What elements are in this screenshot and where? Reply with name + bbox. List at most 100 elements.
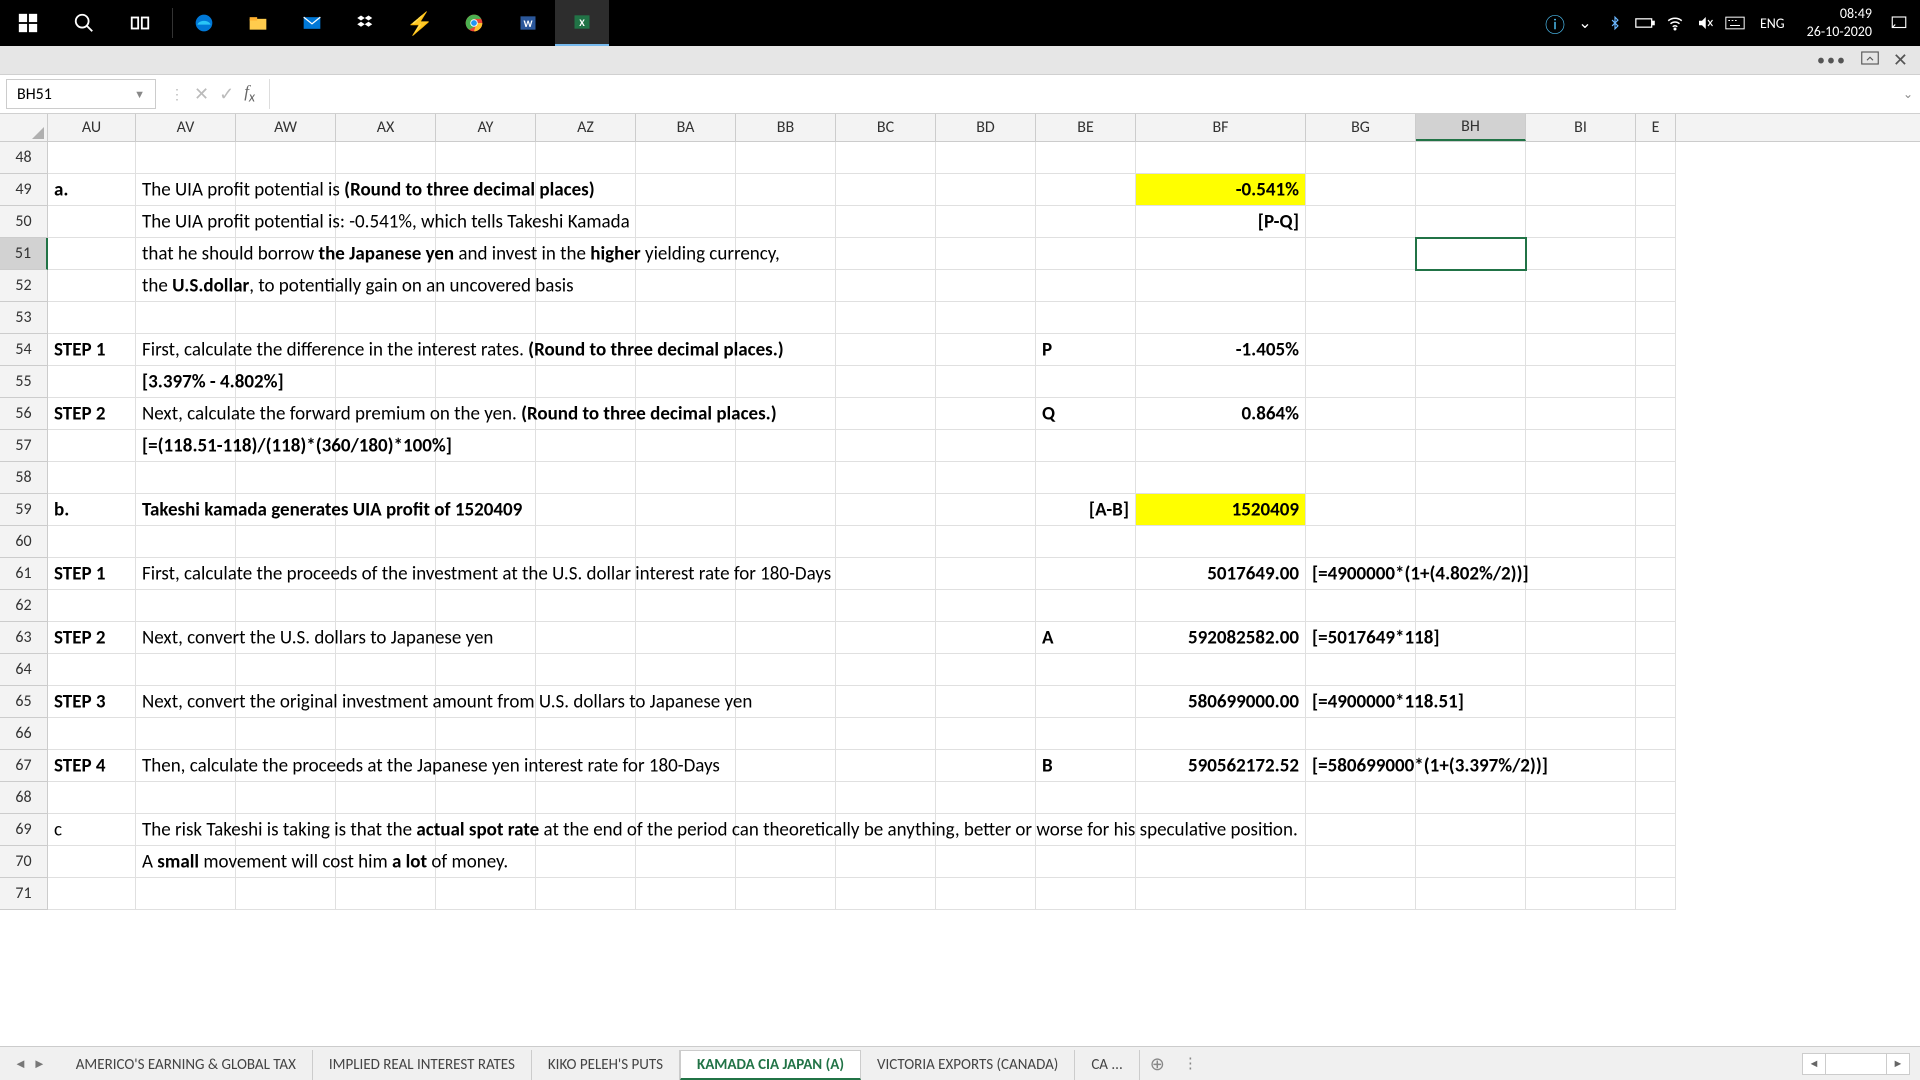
cell[interactable] [736,366,836,398]
cell[interactable] [48,878,136,910]
cell[interactable] [936,782,1036,814]
cell[interactable] [736,142,836,174]
cell[interactable] [1306,846,1416,878]
cell[interactable] [1036,782,1136,814]
cell[interactable] [536,622,636,654]
cell[interactable] [48,142,136,174]
chevron-down-icon[interactable]: ⌄ [1572,0,1598,46]
sheet-next-icon[interactable]: ► [33,1056,46,1072]
cell[interactable] [1526,270,1636,302]
cell[interactable]: Q [1036,398,1136,430]
cell[interactable] [1636,622,1676,654]
cell[interactable]: [=4900000*(1+(4.802%/2))] [1306,558,1416,590]
cell[interactable] [736,718,836,750]
cell[interactable] [1306,718,1416,750]
cell[interactable] [48,654,136,686]
cell[interactable] [1636,590,1676,622]
cell[interactable] [136,142,236,174]
cell[interactable] [1526,334,1636,366]
cell[interactable] [636,462,736,494]
cell[interactable] [536,654,636,686]
help-icon[interactable]: ⓘ [1542,0,1568,46]
cell[interactable] [1036,686,1136,718]
cell[interactable] [1136,142,1306,174]
cell[interactable] [836,174,936,206]
cell[interactable] [1636,750,1676,782]
cell[interactable] [236,142,336,174]
cell[interactable] [1136,462,1306,494]
formula-expand-icon[interactable]: ⌄ [1896,87,1920,102]
cell[interactable] [936,590,1036,622]
col-header[interactable]: BA [636,114,736,141]
cell[interactable] [1636,270,1676,302]
sheet-tab[interactable]: VICTORIA EXPORTS (CANADA) [861,1050,1075,1080]
fx-icon[interactable]: fx [244,82,255,105]
enter-icon[interactable]: ✓ [219,83,234,105]
cell[interactable] [836,430,936,462]
cell[interactable] [1306,206,1416,238]
cell[interactable] [136,718,236,750]
cell[interactable] [436,718,536,750]
cell[interactable] [536,782,636,814]
cell[interactable]: a. [48,174,136,206]
cell[interactable]: [A-B] [1036,494,1136,526]
cell[interactable] [1306,238,1416,270]
cell[interactable] [936,750,1036,782]
cell[interactable] [1526,174,1636,206]
cell[interactable] [1416,878,1526,910]
cell[interactable] [1036,206,1136,238]
cell[interactable] [736,302,836,334]
cell[interactable] [1526,878,1636,910]
cell[interactable] [236,878,336,910]
cell[interactable] [836,718,936,750]
cell[interactable] [1306,782,1416,814]
cell[interactable] [436,302,536,334]
cell[interactable] [636,270,736,302]
cell[interactable]: STEP 1 [48,558,136,590]
cell[interactable] [636,142,736,174]
cell[interactable] [836,846,936,878]
cell[interactable] [48,526,136,558]
cell[interactable] [1416,526,1526,558]
volume-icon[interactable] [1692,0,1718,46]
cell[interactable] [136,782,236,814]
chrome-app-icon[interactable] [447,0,501,46]
cell[interactable] [636,622,736,654]
col-header[interactable]: AV [136,114,236,141]
cell[interactable] [1136,302,1306,334]
cell[interactable]: STEP 4 [48,750,136,782]
row-header[interactable]: 71 [0,878,48,910]
cell[interactable] [336,782,436,814]
formula-input[interactable] [270,79,1896,109]
cell[interactable] [1306,462,1416,494]
cell[interactable]: Takeshi kamada generates UIA profit of 1… [136,494,236,526]
bolt-app-icon[interactable]: ⚡ [393,0,447,46]
row-header[interactable]: 70 [0,846,48,878]
cell[interactable] [436,590,536,622]
cell[interactable] [836,558,936,590]
cell[interactable] [1416,814,1526,846]
cell[interactable] [336,590,436,622]
cell[interactable] [48,302,136,334]
cell[interactable] [1136,590,1306,622]
cell[interactable] [936,878,1036,910]
cell[interactable] [836,398,936,430]
cell[interactable]: First, calculate the proceeds of the inv… [136,558,236,590]
cell[interactable] [836,878,936,910]
cell[interactable]: The UIA profit potential is: -0.541%, wh… [136,206,236,238]
cell[interactable] [1136,270,1306,302]
cell[interactable] [936,494,1036,526]
cell[interactable] [936,270,1036,302]
cell[interactable]: -0.541% [1136,174,1306,206]
cell[interactable]: STEP 2 [48,622,136,654]
cell[interactable] [1526,846,1636,878]
cell[interactable] [1636,430,1676,462]
cell[interactable] [636,206,736,238]
close-icon[interactable]: ✕ [1893,49,1908,71]
cell[interactable] [536,846,636,878]
cell[interactable] [1526,366,1636,398]
cell[interactable] [836,526,936,558]
cell[interactable] [1306,430,1416,462]
cell[interactable] [1636,878,1676,910]
cell[interactable] [536,462,636,494]
